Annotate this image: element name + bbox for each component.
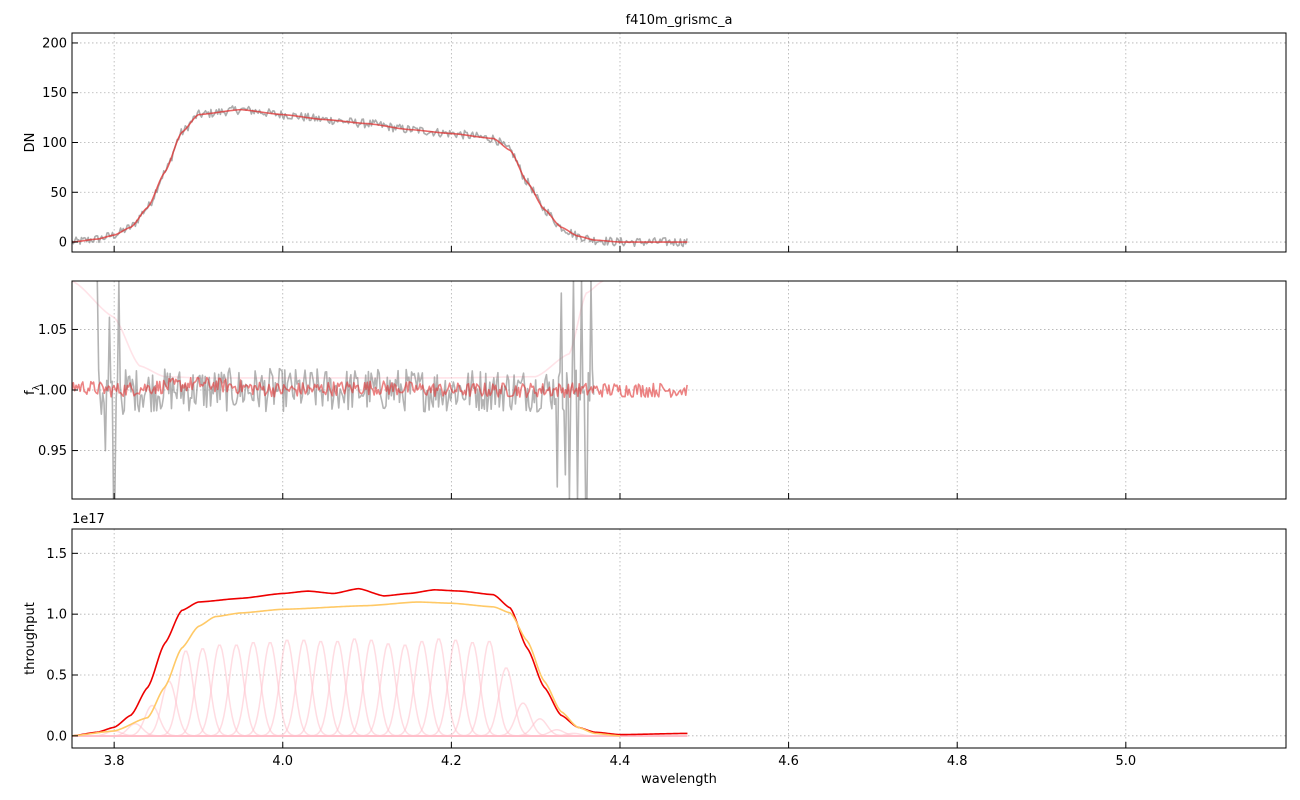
x-tick-label: 4.2 <box>441 754 462 769</box>
y-tick-label: 150 <box>42 86 67 101</box>
component-line <box>72 702 688 737</box>
y-tick-label: 1.05 <box>38 323 67 338</box>
y-tick-label: 1.5 <box>46 547 67 562</box>
series-line-counts-0 <box>72 105 688 248</box>
y-tick-label: 0 <box>59 236 67 251</box>
plot-area-counts <box>72 105 688 248</box>
panel-throughput: 3.8 4.0 4.2 4.4 4.6 4.8 5.0 0.0 0.5 1.0 1.5 through… <box>23 512 1287 769</box>
x-axis-label: wavelength <box>641 772 717 787</box>
component-line <box>72 704 688 737</box>
axes-frame <box>71 32 1287 253</box>
y-tick-label: 100 <box>42 136 67 151</box>
y-axis-label: fλ <box>23 384 42 395</box>
x-tick-label: 5.0 <box>1115 754 1136 769</box>
y-tick-label: 1.00 <box>38 384 67 399</box>
axes-frame <box>71 528 1287 749</box>
panel-counts: 0 50 100 150 200 DN <box>23 32 1287 253</box>
component-line <box>72 732 688 737</box>
y-tick-label: 0.5 <box>46 669 67 684</box>
component-line <box>72 667 688 737</box>
plot-area-ratio <box>72 281 688 499</box>
y-tick-label: 0.0 <box>46 729 67 744</box>
x-tick-label: 4.6 <box>778 754 799 769</box>
plot-area-throughput <box>72 587 688 737</box>
chart-title: f410m_grismc_a <box>626 13 733 28</box>
y-tick-label: 0.95 <box>38 444 67 459</box>
x-tick-label: 4.8 <box>947 754 968 769</box>
y-axis-label: DN <box>23 133 38 153</box>
x-tick-label: 4.0 <box>272 754 293 769</box>
series-line-counts-1 <box>72 108 688 243</box>
x-tick-label: 3.8 <box>104 754 125 769</box>
y-tick-label: 200 <box>42 36 67 51</box>
y-tick-label: 50 <box>50 186 67 201</box>
y-tick-label: 1.0 <box>46 608 67 623</box>
x-tick-label: 4.4 <box>610 754 631 769</box>
series-line-throughput-1 <box>72 601 621 737</box>
y-axis-label: throughput <box>23 602 38 675</box>
panel-ratio: 0.95 1.00 1.05 fλ <box>23 280 1287 500</box>
series-line-ratio-2 <box>72 376 688 399</box>
series-line-ratio-0 <box>72 281 604 379</box>
series-line-throughput-0 <box>72 587 688 737</box>
offset-text: 1e17 <box>72 512 105 527</box>
